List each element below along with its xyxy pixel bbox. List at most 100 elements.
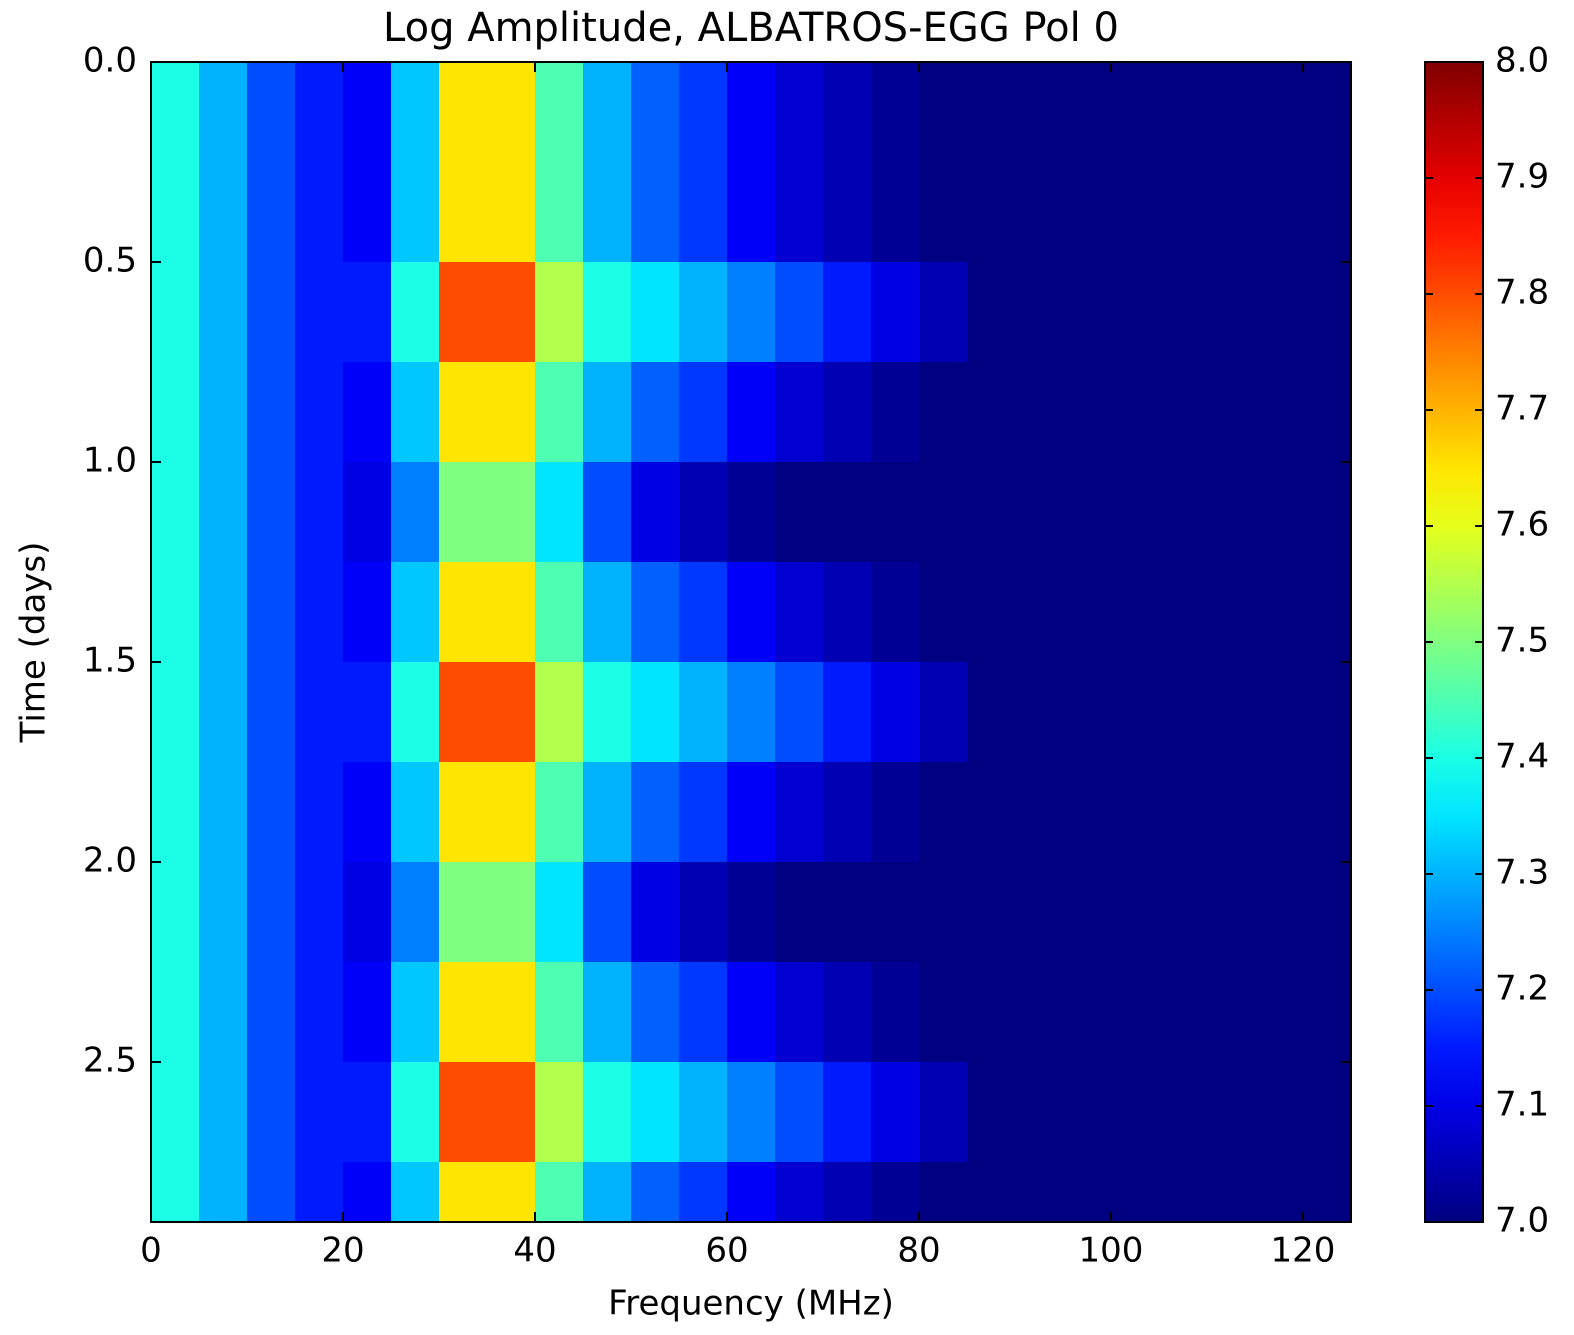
heatmap-cell bbox=[679, 562, 727, 662]
heatmap-cell bbox=[295, 1062, 343, 1162]
heatmap-cell bbox=[199, 362, 247, 462]
heatmap-cell bbox=[727, 362, 775, 462]
heatmap-cell bbox=[151, 162, 199, 262]
heatmap-cell bbox=[967, 362, 1015, 462]
chart-title: Log Amplitude, ALBATROS-EGG Pol 0 bbox=[383, 5, 1119, 51]
heatmap-cell bbox=[1015, 962, 1063, 1062]
heatmap-cell bbox=[871, 162, 919, 262]
heatmap-cell bbox=[775, 962, 823, 1062]
heatmap-cell bbox=[343, 562, 391, 662]
heatmap-cell bbox=[1063, 1162, 1111, 1222]
heatmap-cell bbox=[487, 1162, 535, 1222]
heatmap-cell bbox=[679, 662, 727, 762]
heatmap-cell bbox=[679, 362, 727, 462]
y-axis-label: Time (days) bbox=[14, 542, 54, 744]
heatmap-cell bbox=[487, 62, 535, 162]
heatmap-cell bbox=[583, 962, 631, 1062]
heatmap-cell bbox=[1111, 962, 1159, 1062]
heatmap-cell bbox=[439, 62, 487, 162]
heatmap-cell bbox=[775, 262, 823, 362]
heatmap-cell bbox=[1111, 362, 1159, 462]
x-tick-label: 40 bbox=[513, 1231, 556, 1271]
colorbar bbox=[1424, 61, 1484, 1223]
heatmap-cell bbox=[1207, 1162, 1255, 1222]
heatmap-cell bbox=[727, 462, 775, 562]
heatmap-cell bbox=[871, 362, 919, 462]
heatmap-cell bbox=[151, 1162, 199, 1222]
heatmap-cell bbox=[391, 862, 439, 962]
heatmap-cell bbox=[1015, 1062, 1063, 1162]
heatmap-cell bbox=[487, 962, 535, 1062]
heatmap-cell bbox=[967, 162, 1015, 262]
heatmap-cell bbox=[967, 262, 1015, 362]
colorbar-tick-label: 7.1 bbox=[1495, 1085, 1549, 1125]
heatmap-cell bbox=[775, 162, 823, 262]
heatmap-cell bbox=[1015, 762, 1063, 862]
heatmap-cell bbox=[1159, 562, 1207, 662]
heatmap-cell bbox=[199, 462, 247, 562]
colorbar-tick-label: 8.0 bbox=[1495, 41, 1549, 81]
heatmap-cell bbox=[247, 462, 295, 562]
heatmap-cell bbox=[679, 762, 727, 862]
plot-frame bbox=[150, 61, 1352, 1223]
heatmap-cell bbox=[1255, 362, 1303, 462]
heatmap-cell bbox=[967, 462, 1015, 562]
heatmap-cell bbox=[1303, 962, 1351, 1062]
heatmap-cell bbox=[1111, 1062, 1159, 1162]
heatmap-cell bbox=[631, 262, 679, 362]
heatmap-cell bbox=[871, 962, 919, 1062]
heatmap-cell bbox=[391, 62, 439, 162]
heatmap-cell bbox=[1255, 862, 1303, 962]
heatmap-cell bbox=[151, 962, 199, 1062]
heatmap-cell bbox=[1111, 162, 1159, 262]
heatmap-cell bbox=[295, 62, 343, 162]
heatmap-cell bbox=[631, 662, 679, 762]
heatmap-cell bbox=[247, 762, 295, 862]
heatmap-cell bbox=[487, 562, 535, 662]
heatmap-cell bbox=[871, 862, 919, 962]
heatmap-cell bbox=[439, 462, 487, 562]
heatmap-cell bbox=[295, 962, 343, 1062]
heatmap-cell bbox=[1015, 62, 1063, 162]
heatmap-cell bbox=[583, 1062, 631, 1162]
heatmap-cell bbox=[343, 262, 391, 362]
heatmap-cell bbox=[151, 1062, 199, 1162]
heatmap-cell bbox=[535, 262, 583, 362]
heatmap-cell bbox=[823, 262, 871, 362]
heatmap-cell bbox=[1207, 162, 1255, 262]
heatmap-cell bbox=[151, 862, 199, 962]
heatmap-cell bbox=[343, 462, 391, 562]
heatmap-cell bbox=[439, 362, 487, 462]
heatmap-cell bbox=[727, 1062, 775, 1162]
heatmap-cell bbox=[1111, 262, 1159, 362]
heatmap-cell bbox=[871, 262, 919, 362]
heatmap bbox=[151, 62, 1351, 1222]
heatmap-cell bbox=[1303, 362, 1351, 462]
heatmap-cell bbox=[1207, 962, 1255, 1062]
colorbar-tick-label: 7.4 bbox=[1495, 737, 1549, 777]
heatmap-cell bbox=[583, 1162, 631, 1222]
heatmap-cell bbox=[1063, 62, 1111, 162]
heatmap-cell bbox=[1207, 762, 1255, 862]
heatmap-cell bbox=[1063, 662, 1111, 762]
heatmap-cell bbox=[1015, 362, 1063, 462]
heatmap-cell bbox=[775, 1162, 823, 1222]
heatmap-cell bbox=[535, 162, 583, 262]
heatmap-cell bbox=[1255, 962, 1303, 1062]
heatmap-cell bbox=[391, 662, 439, 762]
heatmap-cell bbox=[535, 462, 583, 562]
heatmap-cell bbox=[583, 662, 631, 762]
heatmap-cell bbox=[727, 862, 775, 962]
heatmap-cell bbox=[1255, 262, 1303, 362]
heatmap-cell bbox=[1063, 1062, 1111, 1162]
heatmap-cell bbox=[487, 662, 535, 762]
heatmap-cell bbox=[247, 162, 295, 262]
heatmap-cell bbox=[151, 62, 199, 162]
heatmap-cell bbox=[1303, 462, 1351, 562]
heatmap-cell bbox=[1063, 462, 1111, 562]
heatmap-cell bbox=[967, 62, 1015, 162]
heatmap-cell bbox=[1255, 162, 1303, 262]
heatmap-cell bbox=[295, 662, 343, 762]
heatmap-cell bbox=[727, 762, 775, 862]
